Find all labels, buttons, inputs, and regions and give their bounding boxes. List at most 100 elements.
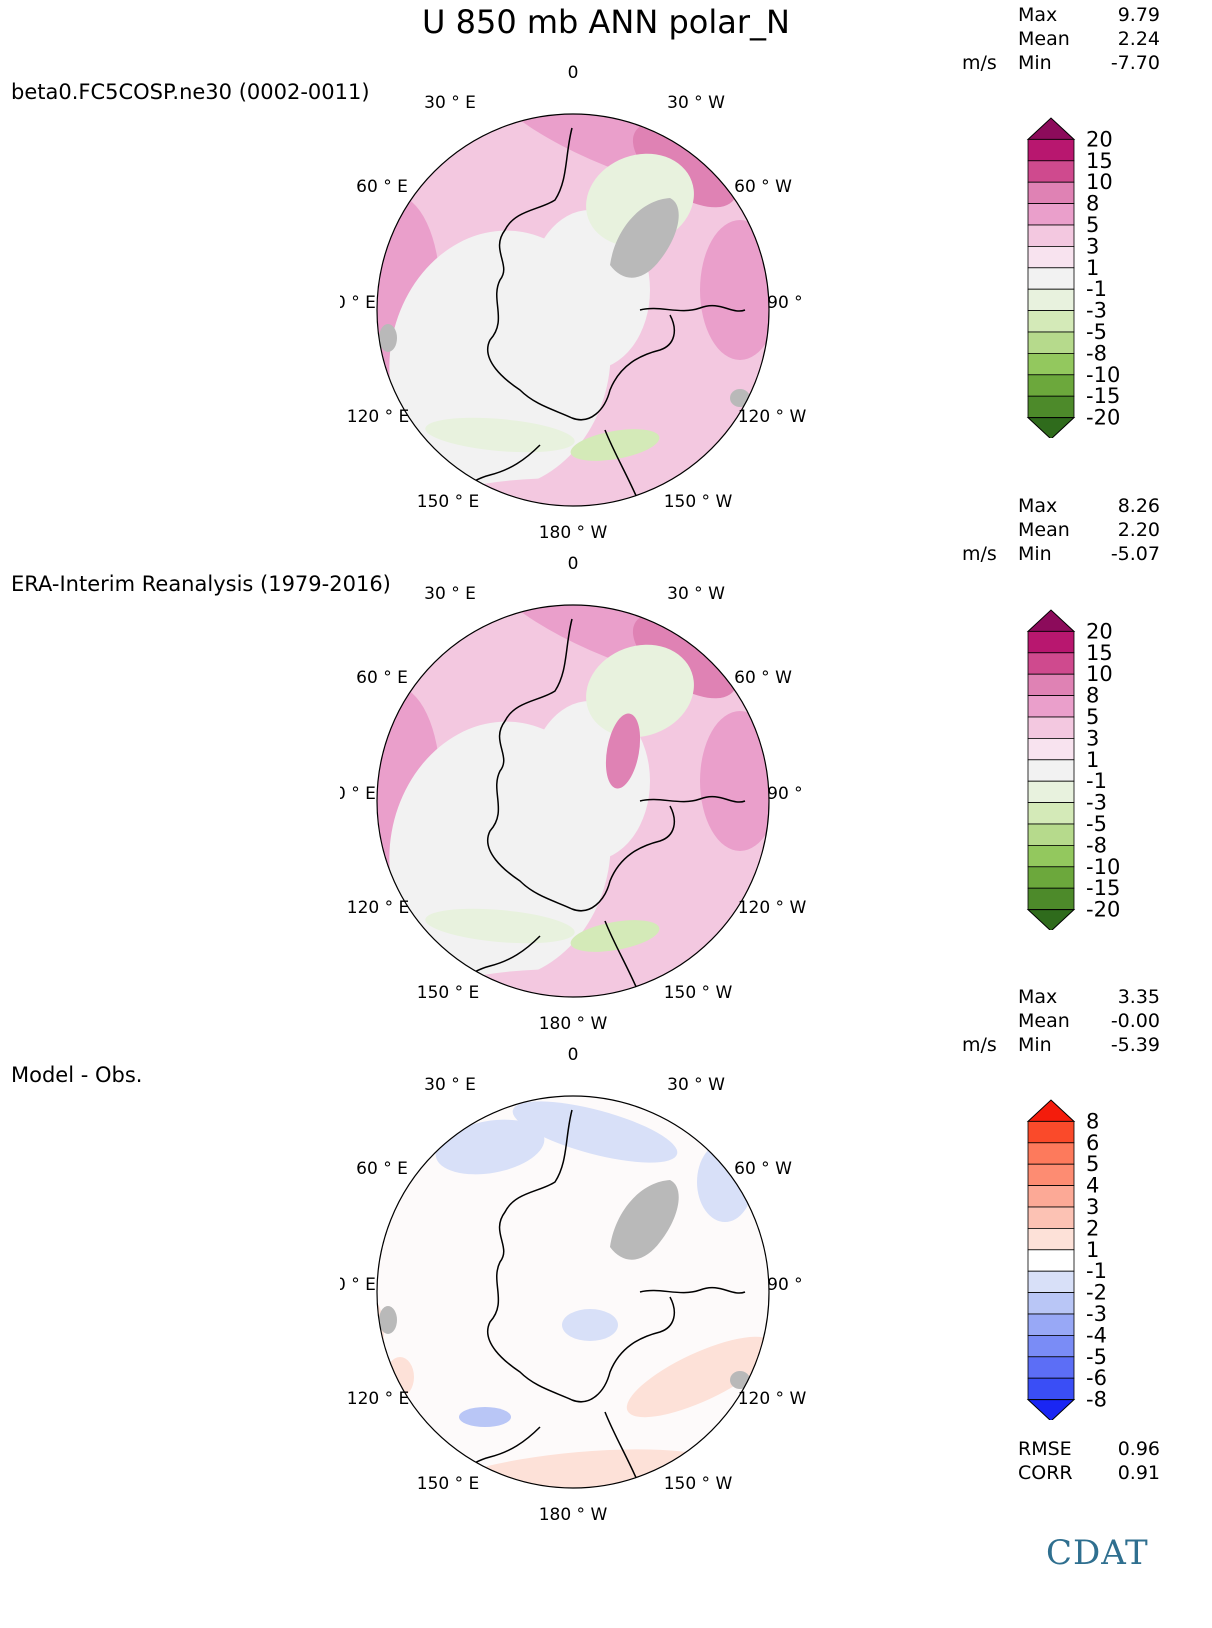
colorbar-model-swatch — [1027, 288, 1075, 311]
map-boundary — [376, 604, 770, 998]
stat-min-value-2: -5.07 — [1110, 543, 1160, 565]
atlantic-jet-core — [632, 122, 738, 208]
coastline — [439, 1109, 746, 1488]
colorbar-obs-swatch — [1027, 823, 1075, 846]
positive-bias-region — [377, 1298, 384, 1366]
stat-min-label-3: Min — [1018, 1034, 1052, 1056]
colorbar-diff-swatch — [1027, 1163, 1075, 1186]
colorbar-obs-swatch — [1027, 630, 1075, 654]
colorbar-obs-tick-label: -1 — [1086, 769, 1107, 793]
longitude-label: 30 ° E — [424, 93, 476, 113]
map-panel-diff: 0 30 ° W 60 ° W 90 ° W 120 ° W 150 ° W 180 ° W… — [340, 1045, 806, 1525]
longitude-label: 150 ° W — [664, 983, 733, 1003]
colorbar-obs-tick-label: -3 — [1086, 791, 1107, 815]
colorbar-obs-tick-label: -20 — [1086, 898, 1120, 922]
longitude-label: 30 ° W — [667, 93, 725, 113]
negative-bias-region — [512, 1101, 678, 1163]
longitude-label: 150 ° W — [664, 1474, 733, 1494]
stat-mean-value-3: -0.00 — [1110, 1010, 1160, 1032]
stat-mean-label-2: Mean — [1018, 519, 1070, 541]
longitude-label: 60 ° E — [356, 668, 408, 688]
longitude-label: 0 — [568, 554, 579, 574]
colorbar-diff-tick-label: -3 — [1086, 1302, 1107, 1326]
masked-region — [730, 1371, 750, 1389]
colorbar-model-swatch — [1027, 138, 1075, 162]
colorbar-obs-swatch — [1027, 737, 1075, 761]
longitude-label: 120 ° W — [738, 898, 806, 918]
longitude-label: 120 ° E — [347, 898, 410, 918]
longitude-label: 30 ° W — [667, 1075, 725, 1095]
stat-max-label-1: Max — [1018, 4, 1058, 26]
colorbar-model-tick-label: 5 — [1086, 213, 1099, 237]
colorbar-model-tick-label: 15 — [1086, 149, 1113, 173]
colorbar-model-swatch — [1027, 245, 1075, 269]
map-panel-obs: 0 30 ° W 60 ° W 90 ° W 120 ° W 150 ° W 180 ° W… — [340, 554, 806, 1034]
colorbar-diff-tick-label: -5 — [1086, 1345, 1107, 1369]
longitude-label: 150 ° W — [664, 492, 733, 512]
stat-max-value-3: 3.35 — [1117, 986, 1160, 1008]
longitude-label: 90 ° E — [340, 293, 376, 313]
colorbar-model-tick-label: -15 — [1086, 384, 1120, 408]
corr-value: 0.91 — [1117, 1462, 1160, 1484]
longitude-label: 90 ° E — [340, 1275, 376, 1295]
colorbar-obs-bottom-arrow — [1026, 909, 1076, 930]
colorbar-diff-swatch — [1027, 1334, 1075, 1358]
panel-1-title: beta0.FC5COSP.ne30 (0002-0011) — [11, 80, 370, 104]
colorbar-diff-tick-label: -4 — [1086, 1323, 1107, 1347]
longitude-label: 120 ° W — [738, 407, 806, 427]
longitude-label: 90 ° E — [340, 784, 376, 804]
longitude-label: 90 ° W — [767, 1275, 806, 1295]
longitude-label: 150 ° E — [417, 1474, 480, 1494]
longitude-label: 60 ° E — [356, 177, 408, 197]
colorbar-model-tick-label: -1 — [1086, 277, 1107, 301]
colorbar-model-swatch — [1027, 352, 1075, 376]
colorbar-obs-tick-label: -8 — [1086, 833, 1107, 857]
colorbar-obs-swatch — [1027, 695, 1075, 718]
colorbar-obs-tick-label: 10 — [1086, 662, 1113, 686]
stat-max-value-1: 9.79 — [1117, 4, 1160, 26]
colorbar-obs-tick-label: -15 — [1086, 876, 1120, 900]
stat-min-label-1: Min — [1018, 52, 1052, 74]
negative-bias-region — [459, 1407, 511, 1427]
positive-bias-region — [626, 1336, 769, 1418]
pacific-westerlies — [700, 711, 769, 851]
colorbar-diff-swatch — [1027, 1120, 1075, 1144]
longitude-label: 30 ° W — [667, 584, 725, 604]
colorbar-model-swatch — [1027, 224, 1075, 247]
colorbar-diff-tick-label: 1 — [1086, 1238, 1099, 1262]
colorbar-diff-swatch — [1027, 1377, 1075, 1401]
panel-3-title: Model - Obs. — [11, 1063, 143, 1087]
colorbar-model-swatch — [1027, 310, 1075, 333]
colorbar-obs-tick-label: 3 — [1086, 726, 1099, 750]
greenland-easterlies — [586, 644, 694, 738]
colorbar-diff-tick-label: -1 — [1086, 1259, 1107, 1283]
colorbar-obs-swatch — [1027, 802, 1075, 825]
stat-mean-label-3: Mean — [1018, 1010, 1070, 1032]
colorbar-obs-swatch — [1027, 887, 1075, 911]
colorbar-diff-swatch — [1027, 1313, 1075, 1336]
colorbar-model-tick-label: 20 — [1086, 127, 1113, 151]
colorbar-model-tick-label: 1 — [1086, 256, 1099, 280]
stat-mean-label-1: Mean — [1018, 28, 1070, 50]
pacific-westerlies — [700, 220, 769, 360]
units-label-2: m/s — [962, 543, 997, 565]
map-boundary — [376, 1095, 770, 1489]
stat-max-label-2: Max — [1018, 495, 1058, 517]
main-title: U 850 mb ANN polar_N — [422, 3, 790, 41]
colorbar-diff-tick-label: 6 — [1086, 1131, 1099, 1155]
colorbar-obs-swatch — [1027, 673, 1075, 696]
colorbar-obs-swatch — [1027, 716, 1075, 739]
stat-mean-value-1: 2.24 — [1117, 28, 1160, 50]
colorbar-diff-swatch — [1027, 1270, 1075, 1293]
coastline — [439, 127, 746, 506]
colorbar-diff-tick-label: -6 — [1086, 1366, 1107, 1390]
bering-easterlies — [570, 429, 660, 461]
map-panel-model: 0 30 ° W 60 ° W 90 ° W 120 ° W 150 ° W 180 ° W… — [340, 63, 806, 543]
colorbar-obs-swatch — [1027, 844, 1075, 868]
colorbar-model-tick-label: 3 — [1086, 234, 1099, 258]
longitude-label: 60 ° W — [734, 1159, 792, 1179]
colorbar-obs-tick-label: 15 — [1086, 641, 1113, 665]
masked-region — [379, 324, 397, 352]
longitude-label: 30 ° E — [424, 1075, 476, 1095]
